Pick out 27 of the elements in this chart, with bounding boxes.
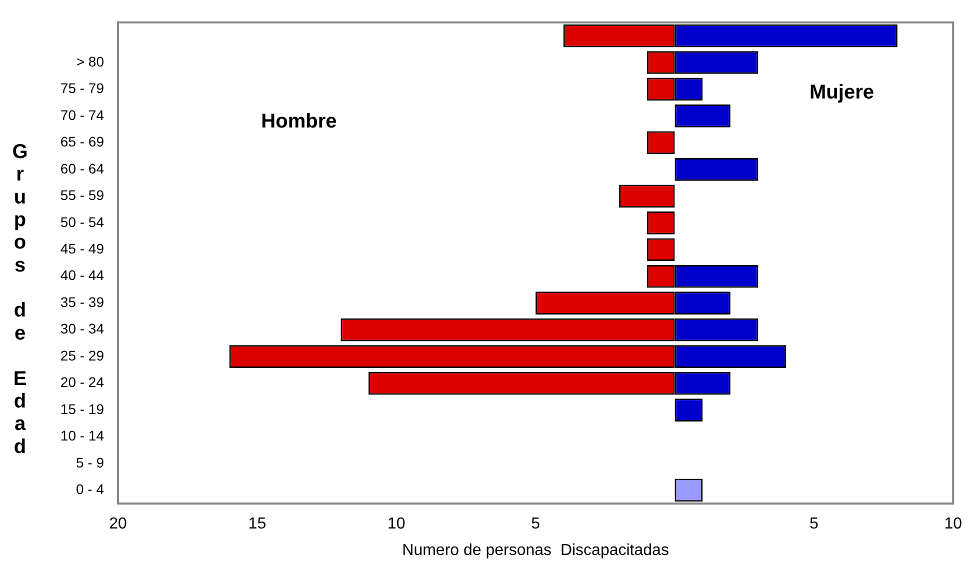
y-tick-label: 65 - 69: [60, 134, 104, 150]
y-tick-label: 45 - 49: [60, 240, 104, 256]
y-tick-label: 10 - 14: [60, 428, 104, 444]
x-tick-label: 10: [387, 516, 406, 533]
x-axis-title: Numero de personas Discapacitadas: [402, 542, 669, 559]
y-tick-label: 15 - 19: [60, 400, 104, 417]
y-tick-label: 0 - 4: [76, 481, 104, 498]
x-tick-label: 5: [809, 516, 818, 533]
text: Grupos de Edad: [12, 140, 28, 458]
annotation: Hombre: [261, 110, 337, 132]
y-tick-label: 70 - 74: [60, 106, 104, 123]
y-tick-label: 20 - 24: [60, 374, 104, 390]
x-tick-label: 15: [248, 516, 266, 533]
y-tick-label: 35 - 39: [60, 294, 104, 310]
y-tick-label: 40 - 44: [60, 267, 104, 284]
y-tick-label: 60 - 64: [60, 160, 104, 176]
x-tick-label: 10: [944, 516, 962, 533]
x-tick-label: 20: [109, 516, 127, 533]
y-tick-label: 30 - 34: [60, 320, 104, 337]
x-tick-label: 5: [531, 516, 540, 533]
y-tick-label: 5 - 9: [76, 454, 104, 470]
y-tick-label: > 80: [76, 53, 104, 70]
y-tick-label: 75 - 79: [60, 80, 104, 96]
y-tick-label: 55 - 59: [60, 187, 104, 204]
y-tick-label: 25 - 29: [60, 347, 104, 364]
annotation: Mujere: [810, 82, 874, 104]
y-tick-label: 50 - 54: [60, 214, 104, 230]
